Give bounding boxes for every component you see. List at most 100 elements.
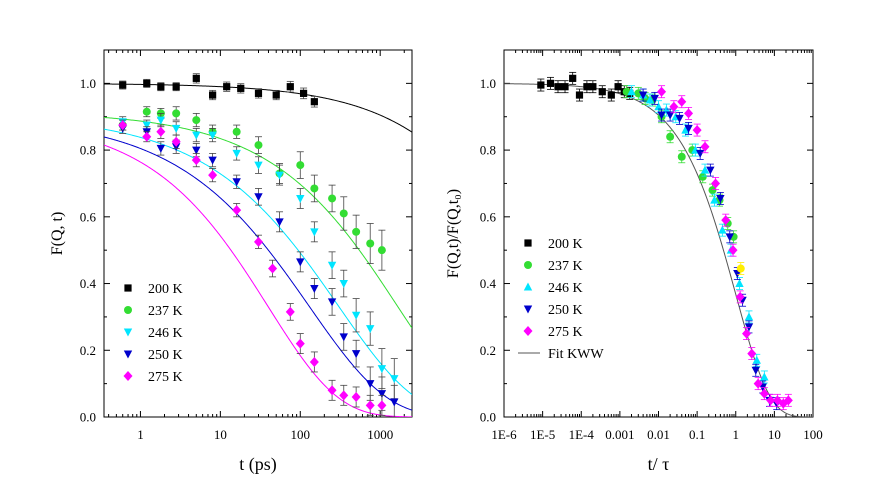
legend-marker [523,282,533,291]
y-tick-label: 0.2 [480,343,496,358]
data-point [208,170,218,181]
data-point [254,161,263,170]
data-point [142,121,151,130]
data-layer [504,71,813,417]
legend-label: 200 K [148,282,183,297]
legend-label: 246 K [148,326,183,341]
data-point [725,233,734,242]
data-point [327,261,337,270]
series-237K [622,85,738,244]
panel-2: 1E-6 1E-5 1E-4 0.001 0.01 0.1 1 10 100 0.0 0.2 0.4 0… [445,49,823,474]
data-point [351,311,361,320]
data-point [728,245,738,256]
data-point [695,149,705,158]
legend-marker [123,328,133,337]
data-point [171,124,181,133]
data-point [268,263,278,274]
series-200K [537,71,634,102]
legend-marker [524,261,532,269]
data-point [546,79,555,87]
legend-fit-label: Fit KWW [548,347,604,362]
legend: 200 K 237 K 246 K 250 K 275 K [123,282,183,385]
series-200K [119,73,318,108]
data-point [675,114,684,123]
y-tick-label: 1.0 [80,76,96,91]
legend-label: 200 K [548,237,583,252]
data-point [650,94,659,103]
legend-marker [124,284,132,292]
data-point [575,91,584,99]
series-yellow-point [736,262,745,275]
data-point [662,105,671,114]
data-point [285,306,295,317]
data-point [390,398,399,407]
x-axis-label: t (ps) [239,454,277,475]
data-point [654,102,663,111]
fit-curve-275K [104,144,412,417]
legend-label: 246 K [548,281,583,296]
data-point [598,88,606,96]
data-point [684,124,693,133]
y-tick-label: 0.0 [80,410,96,425]
data-point [692,125,702,136]
data-point [760,372,769,381]
y-tick-label: 0.8 [80,143,96,158]
data-point [142,131,152,142]
data-point [223,83,231,91]
data-point [172,109,181,118]
data-point [296,258,305,267]
fit-curve-237K [104,116,412,329]
data-point [614,83,622,91]
data-point [208,156,217,165]
data-point [736,264,745,273]
y-axis-label: F(Q,t)/F(Q,t₀) [445,189,462,278]
data-point [708,186,717,195]
data-point [296,194,305,203]
data-point [192,74,200,82]
data-point [119,81,127,89]
data-point [171,136,181,147]
y-axis-label: F(Q, t) [49,212,66,256]
data-point [209,91,217,99]
data-point [351,350,361,359]
data-point [192,131,201,140]
x-tick-label: 0.01 [647,427,670,442]
data-point [537,81,545,89]
data-point [716,194,725,203]
x-tick-label: 1E-4 [569,427,595,442]
data-point [295,338,305,349]
data-point [254,89,263,97]
data-point [735,279,744,288]
data-point [192,146,201,155]
x-tick-label: 1 [733,427,740,442]
y-tick-label: 0.4 [80,276,97,291]
data-point [310,228,319,237]
data-point [766,395,776,406]
data-point [172,83,180,91]
y-tick-label: 1.0 [480,76,496,91]
data-point [638,91,648,100]
y-tick-label: 0.6 [80,209,97,224]
data-point [339,209,348,218]
data-point [677,96,687,107]
data-point [753,378,763,389]
data-point [365,400,375,411]
y-tick-label: 0.0 [480,410,496,425]
series-275K [118,119,387,416]
data-point [645,95,655,104]
data-point [275,218,284,227]
data-point [366,325,375,334]
legend-marker [523,305,533,314]
data-point [232,205,242,216]
data-point [232,178,241,187]
data-point [554,83,562,91]
data-point [377,246,386,255]
data-point [711,178,721,189]
x-tick-label: 0.1 [689,427,705,442]
data-point [310,98,318,106]
x-axis-label: t/ τ [648,454,670,474]
data-point [309,356,319,367]
y-tick-label: 0.2 [80,343,96,358]
